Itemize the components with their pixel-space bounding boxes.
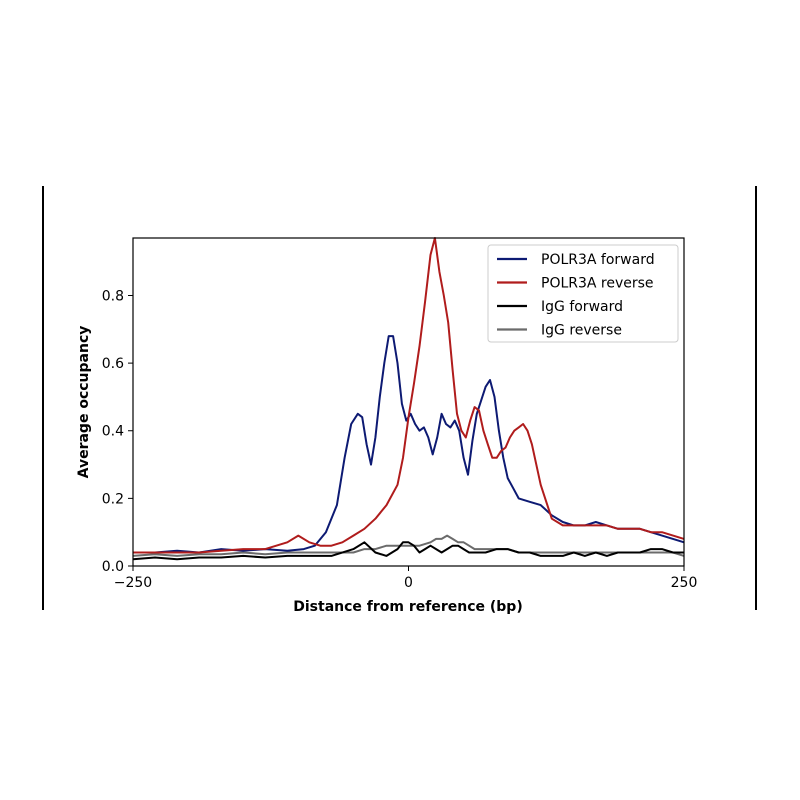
x-tick-label: 250 bbox=[671, 575, 698, 591]
series-line-igg-forward bbox=[132, 541, 684, 561]
legend-label: POLR3A forward bbox=[541, 252, 655, 268]
series-line-igg-reverse bbox=[132, 534, 685, 557]
left-border-line bbox=[42, 186, 44, 610]
legend-label: IgG forward bbox=[541, 299, 623, 315]
series-layer bbox=[132, 237, 685, 561]
right-border-line bbox=[755, 186, 757, 610]
series-line-polr3a-reverse bbox=[133, 237, 685, 554]
x-axis-title: Distance from reference (bp) bbox=[293, 599, 522, 615]
y-tick-label: 0.4 bbox=[102, 424, 124, 440]
y-tick-label: 0.8 bbox=[102, 288, 124, 304]
series-line-polr3a-forward bbox=[133, 335, 685, 554]
y-tick-label: 0.2 bbox=[102, 491, 124, 507]
y-tick-label: 0.0 bbox=[102, 559, 124, 575]
legend-label: IgG reverse bbox=[541, 323, 622, 339]
y-axis-title: Average occupancy bbox=[76, 326, 92, 479]
legend-label: POLR3A reverse bbox=[541, 276, 654, 292]
x-tick-label: 0 bbox=[404, 575, 413, 591]
ticks-layer: −250 0 250 0.0 0.2 0.4 0.6 0.8 bbox=[102, 288, 698, 591]
legend: POLR3A forward POLR3A reverse IgG forward I… bbox=[487, 244, 679, 343]
x-tick-label: −250 bbox=[114, 575, 152, 591]
y-tick-label: 0.6 bbox=[102, 356, 124, 372]
legend-box bbox=[487, 244, 679, 343]
